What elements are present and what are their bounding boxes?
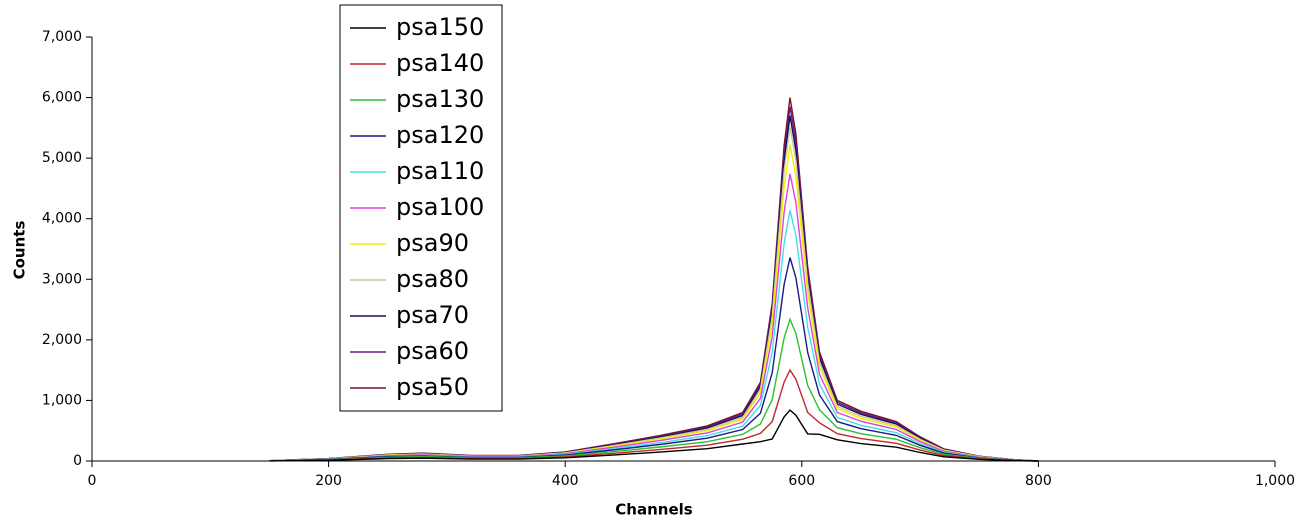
x-axis-title: Channels <box>615 501 692 519</box>
legend-label: psa90 <box>396 229 469 257</box>
legend-label: psa110 <box>396 157 484 185</box>
y-tick-label: 0 <box>73 453 82 469</box>
legend-label: psa150 <box>396 13 484 41</box>
legend-label: psa50 <box>396 373 469 401</box>
legend-label: psa60 <box>396 337 469 365</box>
y-tick-label: 5,000 <box>42 150 82 166</box>
legend: psa150 psa140 psa130 psa120 psa110 psa100 psa9… <box>339 4 503 412</box>
y-tick-label: 2,000 <box>42 332 82 348</box>
legend-label: psa120 <box>396 121 484 149</box>
y-axis-title: Counts <box>11 221 29 280</box>
legend-label: psa70 <box>396 301 469 329</box>
legend-label: psa100 <box>396 193 484 221</box>
y-tick-label: 3,000 <box>42 271 82 287</box>
legend-label: psa80 <box>396 265 469 293</box>
x-tick-label: 0 <box>88 473 97 489</box>
y-tick-label: 1,000 <box>42 392 82 408</box>
x-tick-label: 800 <box>1025 473 1052 489</box>
x-tick-label: 400 <box>552 473 579 489</box>
x-tick-label: 600 <box>788 473 815 489</box>
y-tick-label: 7,000 <box>42 29 82 45</box>
y-tick-label: 6,000 <box>42 90 82 106</box>
x-tick-label: 200 <box>315 473 342 489</box>
x-tick-label: 1,000 <box>1255 473 1295 489</box>
y-tick-label: 4,000 <box>42 211 82 227</box>
legend-label: psa130 <box>396 85 484 113</box>
series-line <box>269 409 1039 462</box>
legend-label: psa140 <box>396 49 484 77</box>
